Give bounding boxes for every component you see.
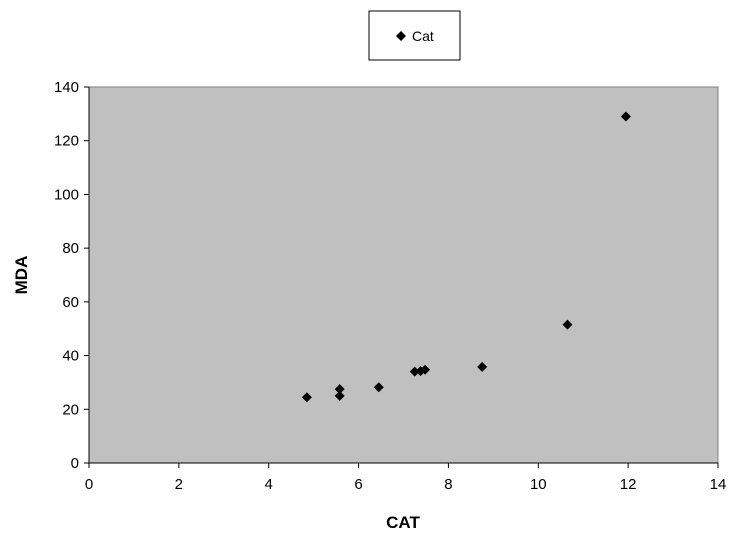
y-tick-label: 60	[62, 294, 79, 311]
data-point	[409, 366, 420, 377]
y-axis-ticks: 0 20 40 60 80 100 120 140	[54, 79, 89, 472]
data-point	[334, 384, 345, 395]
legend-box	[368, 10, 461, 61]
plot-area	[88, 86, 719, 464]
data-point	[477, 361, 488, 372]
y-tick-label: 100	[54, 186, 79, 203]
x-tick-label: 4	[265, 476, 273, 493]
data-points	[301, 111, 631, 403]
data-point	[620, 111, 631, 122]
y-tick-label: 80	[62, 240, 79, 257]
data-point	[334, 390, 345, 401]
x-axis-title: CAT	[386, 513, 420, 532]
x-tick-label: 6	[354, 476, 362, 493]
y-tick-label: 20	[62, 401, 79, 418]
y-tick-label: 40	[62, 348, 79, 365]
y-tick-label: 0	[71, 455, 79, 472]
y-tick-label: 120	[54, 133, 79, 150]
x-tick-label: 8	[444, 476, 452, 493]
data-point	[373, 382, 384, 393]
x-tick-label: 10	[530, 476, 547, 493]
x-tick-label: 12	[620, 476, 637, 493]
x-axis-ticks: 0 2 4 6 8 10 12 14	[85, 463, 727, 493]
legend: Cat	[368, 10, 461, 61]
x-tick-label: 2	[175, 476, 183, 493]
y-tick-label: 140	[54, 79, 79, 96]
legend-label: Cat	[412, 28, 434, 44]
y-axis-title: MDA	[12, 256, 31, 295]
legend-marker-diamond	[396, 31, 406, 41]
x-tick-label: 14	[710, 476, 727, 493]
data-point	[420, 364, 431, 375]
x-tick-label: 0	[85, 476, 93, 493]
data-point	[301, 392, 312, 403]
data-point	[562, 319, 573, 330]
